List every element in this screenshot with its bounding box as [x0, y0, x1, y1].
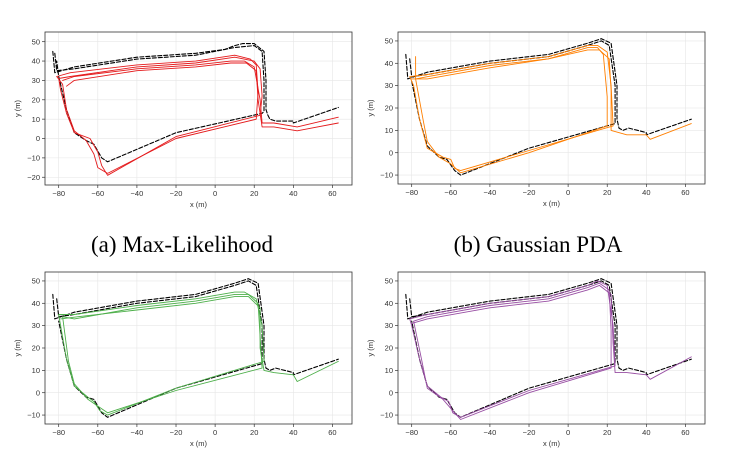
y-axis-label: y (m)	[366, 339, 375, 357]
x-tick-label: 0	[213, 189, 217, 198]
y-tick-label: 10	[385, 126, 393, 135]
x-tick-label: 40	[642, 188, 650, 197]
panel-b-gaussian-pda: −80 −60 −40 −20 0 20 40 60 −10 0 10 20 30 40 50 x (m) y …	[366, 31, 706, 208]
estimate-line-5	[66, 62, 339, 132]
y-axis-label: y (m)	[13, 339, 22, 357]
x-tick-label: 60	[681, 188, 689, 197]
x-tick-label: 0	[566, 188, 570, 197]
estimate-line-3	[413, 282, 612, 420]
x-tick-label: 40	[289, 189, 297, 198]
ground-truth-line-0	[405, 38, 692, 136]
x-axis-label: x (m)	[190, 200, 208, 209]
x-tick-label: 0	[213, 428, 217, 437]
y-tick-label: 30	[32, 321, 40, 330]
x-tick-label: −20	[170, 189, 183, 198]
x-tick-label: −20	[170, 428, 183, 437]
x-tick-label: 60	[328, 428, 336, 437]
y-tick-label: −10	[380, 171, 393, 180]
y-tick-label: 0	[36, 134, 40, 143]
y-tick-label: 50	[385, 37, 393, 46]
x-tick-label: −20	[523, 428, 536, 437]
caption-a: (a) Max-Likelihood	[91, 232, 274, 257]
x-tick-label: 0	[566, 428, 570, 437]
x-axis-label: x (m)	[190, 439, 208, 448]
y-tick-label: 40	[32, 57, 40, 66]
y-tick-label: 20	[32, 344, 40, 353]
x-tick-label: −80	[405, 428, 418, 437]
x-tick-label: −20	[523, 188, 536, 197]
y-tick-label: 40	[32, 299, 40, 308]
y-tick-label: −20	[27, 173, 40, 182]
x-tick-label: −80	[405, 188, 418, 197]
x-tick-label: 20	[603, 188, 611, 197]
y-axis-label: y (m)	[366, 99, 375, 117]
y-tick-label: 30	[32, 76, 40, 85]
y-tick-label: 40	[385, 299, 393, 308]
x-tick-label: 20	[603, 428, 611, 437]
y-tick-label: 20	[385, 104, 393, 113]
x-tick-label: −40	[131, 428, 144, 437]
x-tick-label: 60	[681, 428, 689, 437]
estimate-line-3	[58, 56, 263, 176]
x-tick-label: 40	[289, 428, 297, 437]
x-tick-label: −60	[91, 189, 104, 198]
y-tick-label: −10	[27, 153, 40, 162]
estimate-line-2	[56, 54, 259, 174]
y-tick-label: 50	[32, 277, 40, 286]
plot-frame	[44, 31, 353, 186]
ground-truth-line-1	[56, 280, 263, 418]
estimate-line-4	[411, 49, 692, 140]
y-tick-label: 50	[385, 277, 393, 286]
x-tick-label: −80	[52, 189, 65, 198]
y-tick-label: 10	[32, 115, 40, 124]
x-tick-label: 20	[250, 428, 258, 437]
estimate-line-3	[415, 47, 608, 174]
estimate-line-2	[58, 291, 265, 416]
caption-b: (b) Gaussian PDA	[454, 232, 623, 257]
plot-background	[45, 32, 352, 185]
y-tick-label: −10	[380, 411, 393, 420]
x-tick-label: −60	[444, 428, 457, 437]
x-tick-label: −40	[484, 428, 497, 437]
x-tick-label: 40	[642, 428, 650, 437]
y-tick-label: 0	[36, 388, 40, 397]
panel-c: −80 −60 −40 −20 0 20 40 60 −10 0 10 20 30 40 50 x (m) y …	[13, 271, 353, 448]
x-tick-label: −40	[484, 188, 497, 197]
y-tick-label: 0	[389, 148, 393, 157]
y-axis-label: y (m)	[13, 99, 22, 117]
ground-truth-line-0	[52, 278, 339, 376]
ground-truth-line-1	[54, 45, 265, 163]
estimate-line-4	[411, 284, 692, 380]
x-axis-label: x (m)	[543, 199, 561, 208]
y-tick-label: 20	[385, 344, 393, 353]
x-axis-label: x (m)	[543, 439, 561, 448]
y-tick-label: 10	[385, 366, 393, 375]
y-tick-label: 30	[385, 81, 393, 90]
x-tick-label: 20	[250, 189, 258, 198]
estimate-line-4	[60, 296, 339, 382]
y-tick-label: 50	[32, 37, 40, 46]
x-tick-label: −60	[444, 188, 457, 197]
x-tick-label: −80	[52, 428, 65, 437]
ground-truth-line-0	[405, 278, 692, 376]
y-tick-label: 20	[32, 95, 40, 104]
x-tick-label: −40	[131, 189, 144, 198]
y-tick-label: 40	[385, 59, 393, 68]
y-tick-label: −10	[27, 411, 40, 420]
y-tick-label: 0	[389, 388, 393, 397]
panel-d: −80 −60 −40 −20 0 20 40 60 −10 0 10 20 30 40 50 x (m) y …	[366, 271, 706, 448]
x-tick-label: 60	[328, 189, 336, 198]
estimate-line-4	[62, 60, 339, 128]
ground-truth-line-0	[52, 43, 339, 124]
y-tick-label: 30	[385, 321, 393, 330]
panel-a-max-likelihood: −80 −60 −40 −20 0 20 40 60 −20 −10 0 10 20 30 40 50 x (m…	[13, 31, 353, 209]
x-tick-label: −60	[91, 428, 104, 437]
y-tick-label: 10	[32, 366, 40, 375]
